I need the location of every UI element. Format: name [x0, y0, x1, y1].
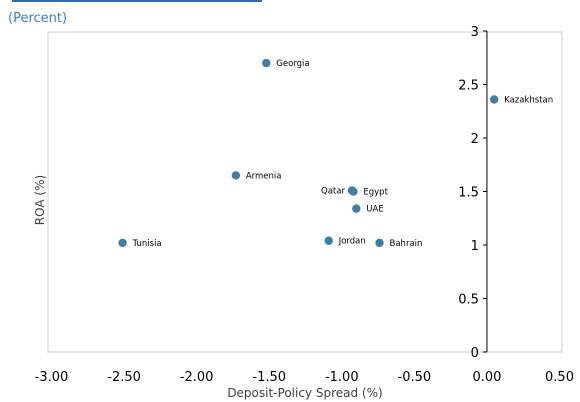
y-tick-label: 0.5 [458, 293, 479, 308]
x-tick-label: 0.00 [472, 370, 501, 385]
plot-frame [47, 31, 563, 353]
y-tick-label: 3 [471, 25, 479, 40]
x-tick-label: 0.50 [545, 370, 574, 385]
x-axis-label: Deposit-Policy Spread (%) [227, 386, 382, 400]
y-tick-label: 2 [471, 132, 479, 147]
x-tick-label: -3.00 [35, 370, 69, 385]
data-point-label: Jordan [338, 237, 366, 247]
data-point [375, 238, 384, 248]
data-point-label: Georgia [276, 59, 309, 69]
y-axis-label: ROA (%) [33, 175, 47, 225]
x-tick-label: -1.00 [325, 370, 359, 385]
data-point-label: Tunisia [132, 239, 162, 249]
y-tick-label: 1.5 [458, 186, 479, 201]
title-fragment [12, 0, 262, 2]
data-point [324, 236, 333, 245]
data-point-label: Egypt [363, 188, 388, 198]
y-tick-label: 0 [471, 346, 479, 361]
data-point [349, 187, 358, 196]
data-point [231, 171, 241, 180]
data-point-label: Qatar [321, 186, 345, 196]
data-point-label: Kazakhstan [504, 95, 553, 105]
data-point-label: Bahrain [390, 239, 423, 249]
data-point [262, 58, 271, 68]
axes: 0 0.5 1 1.5 2 2.5 3 -3.00 -2.50 -2.00 -1.50 -1.00 -0… [35, 25, 574, 385]
y-tick-label: 2.5 [458, 79, 479, 94]
x-tick-label: -1.50 [252, 370, 286, 385]
x-tick-label: -2.50 [107, 370, 141, 385]
y-tick-label: 1 [471, 239, 479, 254]
data-point-label: UAE [366, 205, 383, 215]
data-point [352, 204, 361, 213]
x-tick-label: -2.00 [180, 370, 214, 385]
data-points: Georgia Kazakhstan Armenia Qatar Egypt UAE Tun… [118, 58, 553, 249]
x-tick-label: -0.50 [398, 370, 432, 385]
data-point [489, 95, 499, 104]
data-point-label: Armenia [246, 171, 282, 181]
data-point [118, 238, 127, 248]
chart-subtitle: (Percent) [8, 11, 67, 26]
